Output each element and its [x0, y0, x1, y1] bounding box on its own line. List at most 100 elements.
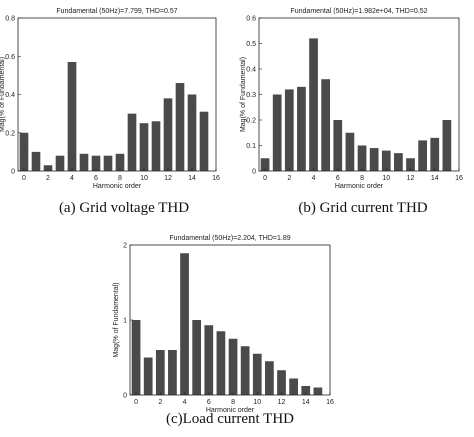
- chart-c-bar: [216, 331, 226, 395]
- chart-c-x-tick-label: 8: [231, 399, 235, 406]
- chart-a-bar: [151, 121, 161, 171]
- chart-c-bar: [131, 320, 141, 395]
- chart-b-y-tick-label: 0: [252, 169, 256, 176]
- chart-b-bar: [284, 89, 294, 171]
- chart-a-x-tick-label: 16: [212, 175, 220, 182]
- chart-c-y-tick-label: 1: [123, 318, 127, 325]
- chart-b-x-axis-label: Harmonic order: [335, 183, 384, 190]
- chart-a-y-tick-label: 0.4: [5, 92, 15, 99]
- chart-b-bar: [394, 153, 403, 171]
- chart-b-bar: [418, 140, 427, 171]
- chart-a-title: Fundamental (50Hz)=7.799, THD=0.57: [56, 8, 177, 15]
- chart-a-x-axis-label: Harmonic order: [93, 183, 142, 190]
- chart-a-bar: [175, 83, 185, 171]
- chart-c-x-tick-label: 2: [158, 399, 162, 406]
- chart-a-bar: [67, 61, 77, 171]
- chart-c-bar: [265, 361, 274, 395]
- chart-b-x-tick-label: 16: [455, 175, 463, 182]
- chart-b-bar: [309, 38, 318, 172]
- chart-a-x-tick-label: 8: [118, 175, 122, 182]
- chart-b-y-tick-label: 0.4: [246, 67, 256, 74]
- chart-b-x-tick-label: 4: [312, 175, 316, 182]
- chart-b-bar: [430, 137, 440, 171]
- chart-c-bar: [228, 338, 238, 395]
- chart-a-bar: [187, 94, 197, 171]
- chart-a-plot-frame: [17, 17, 217, 172]
- chart-c-bar: [252, 353, 262, 395]
- chart-a-bar: [91, 155, 101, 171]
- chart-a-y-tick-label: 0.8: [5, 16, 15, 23]
- chart-a-bar: [103, 155, 113, 171]
- chart-c-y-axis-label: Mag(% of Fundamental): [113, 282, 120, 357]
- chart-a-caption: (a) Grid voltage THD: [59, 200, 189, 216]
- chart-b-x-tick-label: 6: [336, 175, 340, 182]
- chart-b-bar: [333, 120, 343, 171]
- chart-a-bar: [19, 132, 29, 171]
- chart-a-bar: [127, 113, 137, 172]
- chart-b-y-axis-label: Mag(% of Fundamental): [240, 57, 247, 132]
- chart-b-x-tick-label: 8: [360, 175, 364, 182]
- chart-c-title: Fundamental (50Hz)=2.204, THD=1.89: [169, 235, 290, 242]
- chart-c-y-tick-label: 0: [123, 393, 127, 400]
- chart-c-bar: [155, 350, 165, 395]
- chart-a-x-tick-label: 12: [164, 175, 172, 182]
- chart-c-x-tick-label: 10: [253, 399, 261, 406]
- chart-a-y-tick-label: 0.6: [5, 54, 15, 61]
- chart-b-x-tick-label: 10: [382, 175, 390, 182]
- chart-a-x-tick-label: 10: [140, 175, 148, 182]
- chart-b-bar: [297, 86, 306, 171]
- chart-a-bar: [163, 98, 173, 171]
- chart-a-y-tick-label: 0.2: [5, 130, 15, 137]
- chart-a-y-tick-label: 0: [11, 169, 15, 176]
- chart-a-x-tick-label: 14: [188, 175, 196, 182]
- chart-c-bar: [204, 325, 214, 395]
- chart-a-bar: [139, 123, 149, 171]
- chart-c-bar: [192, 320, 202, 395]
- chart-a-y-axis-label: Mag(% of Fundamental): [0, 57, 6, 132]
- chart-c-bar: [180, 253, 189, 395]
- chart-a-bar: [31, 151, 41, 172]
- chart-b-bar: [406, 158, 415, 171]
- chart-b-y-tick-label: 0.2: [246, 118, 256, 125]
- chart-c-x-axis-label: Harmonic order: [206, 407, 255, 414]
- chart-a-bar: [115, 153, 125, 171]
- chart-b-y-tick-label: 0.3: [246, 92, 256, 99]
- chart-c-x-tick-label: 0: [134, 399, 138, 406]
- chart-b-bar: [272, 94, 282, 171]
- chart-c-x-tick-label: 6: [207, 399, 211, 406]
- chart-a-bar: [79, 153, 89, 171]
- chart-c-y-tick-label: 2: [123, 243, 127, 250]
- chart-b-x-tick-label: 12: [407, 175, 415, 182]
- chart-c-bar: [168, 350, 177, 395]
- chart-b-bar: [260, 158, 270, 171]
- chart-a-x-tick-label: 4: [70, 175, 74, 182]
- chart-b-bar: [345, 132, 355, 171]
- chart-c-bar: [289, 378, 298, 395]
- chart-c-x-tick-label: 16: [326, 399, 334, 406]
- chart-b-y-tick-label: 0.6: [246, 16, 256, 23]
- chart-b-bar: [442, 120, 452, 171]
- chart-b-bar: [369, 148, 379, 171]
- chart-a-x-tick-label: 6: [94, 175, 98, 182]
- chart-b-y-tick-label: 0.1: [246, 143, 256, 150]
- chart-a-x-tick-label: 2: [46, 175, 50, 182]
- chart-c-bar: [240, 346, 250, 395]
- chart-b-bar: [357, 145, 367, 171]
- chart-c-bar: [301, 386, 311, 395]
- chart-c-caption: (c)Load current THD: [166, 411, 294, 427]
- chart-b-caption: (b) Grid current THD: [298, 200, 427, 216]
- chart-b-x-tick-label: 14: [431, 175, 439, 182]
- chart-a-bar: [55, 155, 65, 171]
- chart-c-bar: [143, 357, 153, 395]
- chart-c-x-tick-label: 12: [278, 399, 286, 406]
- chart-c-x-tick-label: 14: [302, 399, 310, 406]
- chart-b-y-tick-label: 0.5: [246, 41, 256, 48]
- chart-b-bar: [321, 79, 331, 171]
- chart-b-bar: [381, 150, 391, 171]
- chart-a-x-tick-label: 0: [22, 175, 26, 182]
- chart-c-x-tick-label: 4: [183, 399, 187, 406]
- chart-b-x-tick-label: 2: [287, 175, 291, 182]
- chart-a-bar: [199, 111, 209, 171]
- chart-b-title: Fundamental (50Hz)=1.982e+04, THD=0.52: [290, 8, 427, 15]
